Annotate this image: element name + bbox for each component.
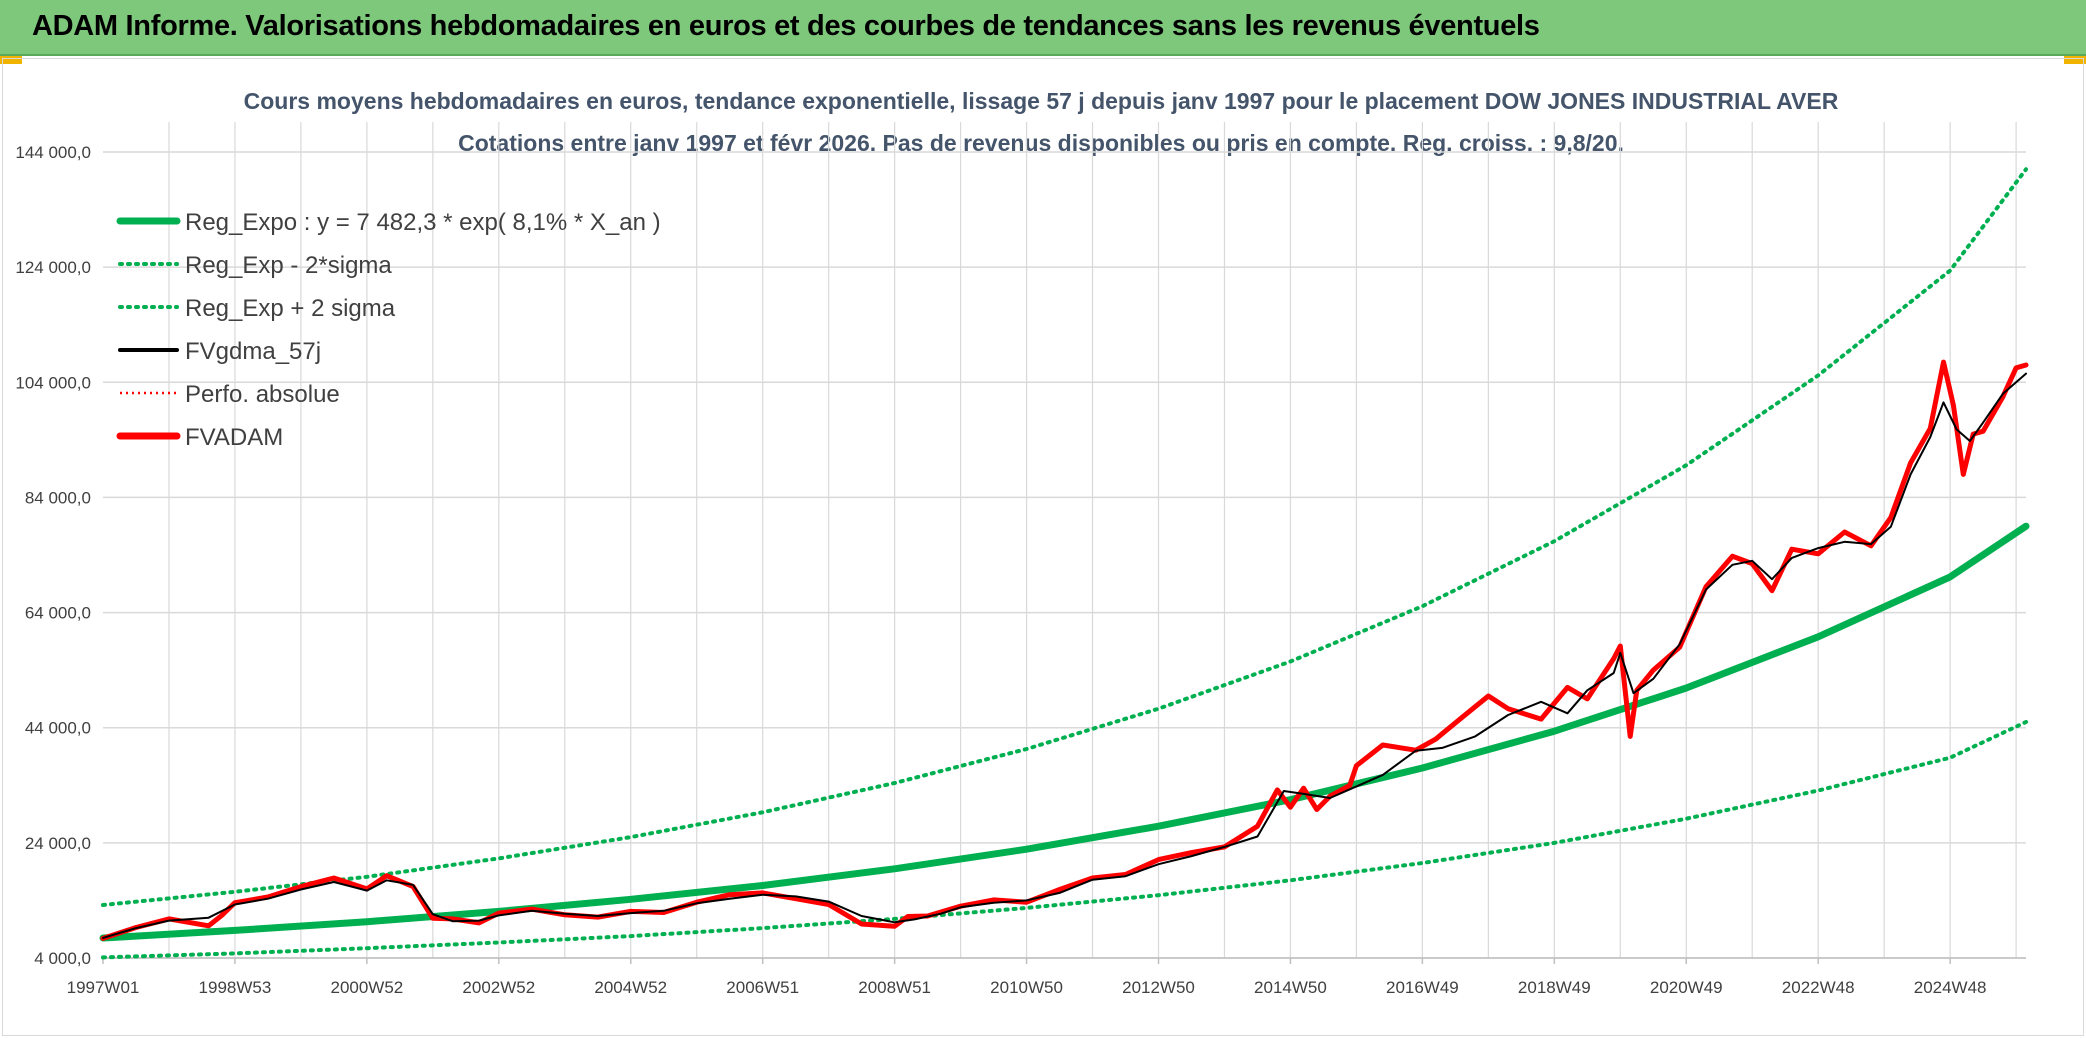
corner-marker-left — [0, 56, 22, 64]
x-tick-label: 2022W48 — [1782, 978, 1855, 997]
chart-area — [2, 58, 2084, 1036]
legend-item: FVgdma_57j — [118, 338, 321, 365]
legend-label: Reg_Expo : y = 7 482,3 * exp( 8,1% * X_a… — [185, 209, 661, 236]
series-fvgdma-57j — [102, 372, 2027, 939]
page-title: ADAM Informe. Valorisations hebdomadaire… — [32, 10, 1540, 42]
y-tick-label: 124 000,0 — [15, 258, 91, 277]
y-tick-label: 104 000,0 — [15, 373, 91, 392]
x-tick-label: 2024W48 — [1914, 978, 1987, 997]
legend-item: Reg_Exp - 2*sigma — [118, 252, 392, 279]
series-reg-exp-minus-2sigma — [101, 720, 2028, 960]
x-tick-label: 2010W50 — [990, 978, 1063, 997]
y-tick-label: 144 000,0 — [15, 143, 91, 162]
y-tick-label: 64 000,0 — [25, 604, 91, 623]
series-reg-exp-plus-2sigma — [101, 167, 2028, 907]
legend-item: Perfo. absolue — [120, 381, 340, 408]
y-tick-label: 84 000,0 — [25, 488, 91, 507]
x-tick-label: 1998W53 — [199, 978, 272, 997]
legend-label: FVADAM — [185, 424, 283, 451]
corner-marker-right — [2064, 56, 2086, 64]
x-tick-label: 2008W51 — [858, 978, 931, 997]
x-tick-label: 2004W52 — [594, 978, 667, 997]
chart-title: Cours moyens hebdomadaires en euros, ten… — [244, 88, 1839, 114]
legend-item: Reg_Exp + 2 sigma — [118, 295, 396, 322]
x-tick-label: 2014W50 — [1254, 978, 1327, 997]
legend-item: FVADAM — [116, 424, 283, 451]
x-tick-label: 1997W01 — [67, 978, 140, 997]
y-axis-ticks: 4 000,0 24 000,0 44 000,0 64 000,0 84 000,0 1… — [15, 143, 91, 968]
x-tick-label: 2016W49 — [1386, 978, 1459, 997]
legend: Reg_Expo : y = 7 482,3 * exp( 8,1% * X_a… — [116, 209, 661, 451]
y-tick-label: 44 000,0 — [25, 719, 91, 738]
x-tick-label: 2020W49 — [1650, 978, 1723, 997]
header-banner: ADAM Informe. Valorisations hebdomadaire… — [0, 0, 2086, 56]
legend-label: FVgdma_57j — [185, 338, 321, 365]
series-fvadam — [100, 359, 2029, 941]
x-tick-label: 2000W52 — [330, 978, 403, 997]
legend-label: Reg_Exp - 2*sigma — [185, 252, 392, 279]
legend-label: Reg_Exp + 2 sigma — [185, 295, 396, 322]
x-tick-label: 2002W52 — [462, 978, 535, 997]
x-axis-ticks: 1997W01 1998W53 2000W52 2002W52 2004W52 2006W… — [67, 958, 1987, 997]
legend-label: Perfo. absolue — [185, 381, 340, 408]
x-tick-label: 2018W49 — [1518, 978, 1591, 997]
x-tick-label: 2012W50 — [1122, 978, 1195, 997]
y-tick-label: 24 000,0 — [25, 834, 91, 853]
legend-item: Reg_Expo : y = 7 482,3 * exp( 8,1% * X_a… — [116, 209, 661, 236]
x-tick-label: 2006W51 — [726, 978, 799, 997]
y-tick-label: 4 000,0 — [34, 949, 91, 968]
gridlines — [103, 122, 2026, 959]
series-layer — [99, 167, 2030, 960]
